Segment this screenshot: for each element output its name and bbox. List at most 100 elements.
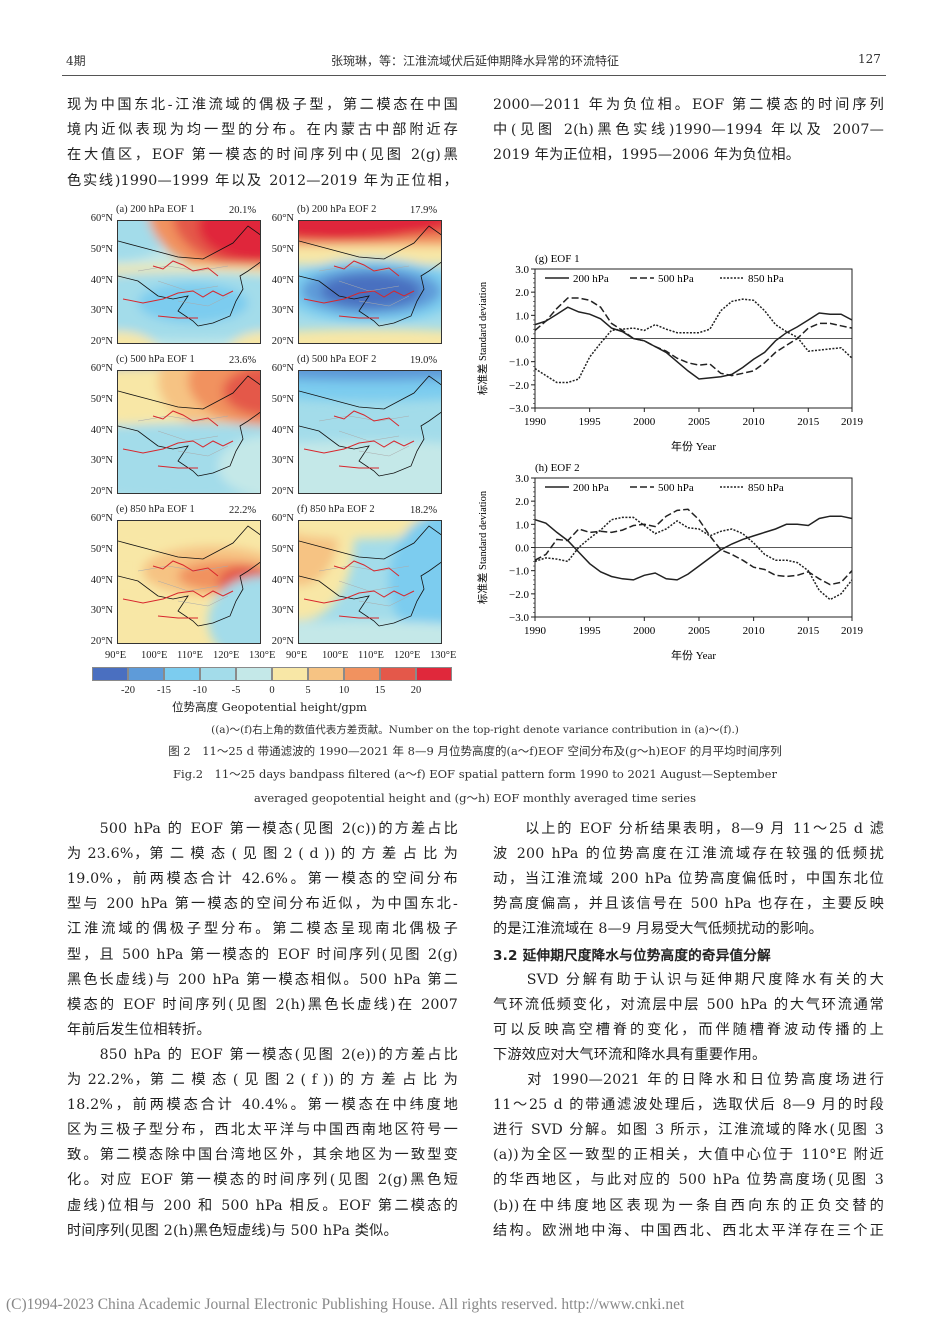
variance-contribution: 23.6%: [229, 355, 257, 366]
y-tick-label: 1.0: [515, 519, 529, 531]
map-panel-title: (a) 200 hPa EOF 1: [116, 204, 195, 215]
text-line: 为 23.6%，第 二 模 态 ( 见 图 2 ( d )) 的 方 差 占 比…: [67, 846, 458, 863]
colorbar-tick-label: 10: [338, 685, 350, 696]
x-tick-label: 1990: [524, 416, 547, 428]
colorbar-swatch: [308, 667, 344, 681]
latitude-label: 60°N: [90, 213, 113, 224]
text-line: 以上的 EOF 分析结果表明，8—9 月 11～25 d 滤: [493, 821, 884, 837]
x-tick-label: 2005: [688, 416, 711, 428]
coastline: [299, 375, 441, 477]
map-contour: [299, 441, 441, 493]
latitude-label: 20°N: [271, 486, 294, 497]
latitude-label: 30°N: [90, 305, 113, 317]
text-line: 型与 200 hPa 第一模态的空间分布近似，为中国东北-: [67, 896, 458, 913]
legend-label: 500 hPa: [658, 273, 694, 285]
text-line: 进行 SVD 分解。如图 3 所示，江淮流域的降水(见图 3: [493, 1122, 884, 1139]
chart-title: (h) EOF 2: [535, 462, 580, 474]
running-title: 张琬琳，等：江淮流域伏后延伸期降水异常的环流特征: [330, 54, 619, 68]
legend-label: 500 hPa: [658, 482, 694, 494]
river: [122, 260, 234, 319]
y-tick-label: −1.0: [509, 566, 529, 578]
y-tick-label: 1.0: [515, 310, 529, 322]
x-tick-label: 2005: [688, 625, 711, 637]
y-tick-label: 2.0: [515, 496, 529, 508]
coastline: [118, 375, 260, 477]
latitude-label: 20°N: [90, 486, 113, 497]
latitude-label: 20°N: [90, 336, 113, 347]
series-line-850-hpa: [534, 298, 853, 384]
latitude-label: 60°N: [271, 513, 294, 524]
y-tick-label: 3.0: [515, 473, 529, 485]
latitude-label: 50°N: [271, 393, 294, 405]
colorbar-tick-label: -15: [157, 685, 171, 696]
colorbar-tick-label: -5: [231, 685, 241, 696]
y-tick-label: 0.0: [515, 543, 529, 555]
map-panel-b: [298, 220, 442, 344]
text-line: 18.2%，前两模态合计 40.4%。第一模态在中纬度地: [67, 1097, 458, 1114]
text-line: 江淮流域的偶极子型分布。第二模态呈现南北偶极子: [67, 921, 458, 938]
x-tick-label: 2015: [797, 625, 820, 637]
text-line: 中(见图 2(h)黑色实线)1990—1994 年以及 2007—: [493, 122, 884, 139]
colorbar-swatch: [128, 667, 164, 681]
text-line: (b))在中纬度地区表现为一条自西向东的正负交替的: [493, 1197, 884, 1214]
x-tick-label: 2019: [841, 416, 864, 428]
text-line: 时间序列(见图 2(h)黑色短虚线)与 500 hPa 类似。: [67, 1222, 398, 1239]
series-line-200-hpa: [534, 515, 853, 581]
longitude-label: 130°E: [249, 650, 276, 661]
latitude-label: 20°N: [271, 636, 294, 647]
y-tick-label: −3.0: [509, 403, 529, 415]
section-heading: 3.2 延伸期尺度降水与位势高度的奇异值分解: [493, 947, 771, 964]
map-contour: [198, 221, 260, 261]
text-line: 势高度偏高，并且该信号在 500 hPa 也存在，主要反映: [493, 896, 884, 913]
colorbar-tick-label: 20: [410, 685, 422, 696]
longitude-label: 110°E: [177, 650, 203, 661]
colorbar-tick-label: 0: [269, 685, 275, 696]
x-tick-label: 2010: [743, 416, 766, 428]
text-line: 2019 年为正位相，1995—2006 年为负位相。: [493, 147, 801, 164]
text-line: 11～25 d 的带通滤波处理后，选取伏后 8—9 月的时段: [493, 1097, 884, 1114]
variance-contribution: 18.2%: [410, 505, 438, 516]
longitude-label: 90°E: [286, 650, 308, 661]
colorbar-swatch: [416, 667, 452, 681]
latitude-label: 50°N: [271, 243, 294, 255]
text-line: 的华西地区，与此对应的 500 hPa 位势高度场(见图 3: [493, 1172, 884, 1189]
map-contour: [299, 245, 441, 265]
latitude-label: 40°N: [90, 274, 113, 286]
longitude-label: 120°E: [213, 650, 240, 661]
latitude-label: 50°N: [90, 393, 113, 405]
figure-caption-cn: 图 2 11～25 d 带通滤波的 1990—2021 年 8—9 月位势高度的…: [168, 744, 782, 758]
text-line: 虚线)位相与 200 和 500 hPa 相反。EOF 第二模态的: [67, 1197, 458, 1214]
colorbar-swatch: [236, 667, 272, 681]
map-panel-title: (b) 200 hPa EOF 2: [297, 204, 377, 215]
map-contour: [299, 621, 441, 643]
map-panel-a: [117, 220, 261, 344]
river: [122, 410, 234, 469]
river: [303, 560, 415, 619]
x-tick-label: 2019: [841, 625, 864, 637]
map-panel-title: (d) 500 hPa EOF 2: [297, 354, 377, 365]
y-tick-label: −2.0: [509, 589, 529, 601]
legend-label: 200 hPa: [573, 482, 609, 494]
latitude-label: 50°N: [271, 543, 294, 555]
text-line: 型，且 500 hPa 第一模态的 EOF 时间序列(见图 2(g): [67, 946, 458, 963]
colorbar-label: 位势高度 Geopotential height/gpm: [172, 700, 367, 714]
coastline: [299, 525, 441, 627]
text-line: 黑色长虚线)与 200 hPa 第一模态相似。500 hPa 第二: [67, 971, 458, 988]
figure-caption-en-1: Fig.2 11～25 days bandpass filtered (a～f)…: [173, 767, 777, 781]
text-line: 的是江淮流域在 8—9 月易受大气低频扰动的影响。: [493, 921, 824, 938]
map-contour: [208, 576, 260, 643]
colorbar-tick-label: -20: [121, 685, 135, 696]
province-borders: [318, 265, 410, 307]
y-tick-label: 2.0: [515, 287, 529, 299]
text-line: 2000—2011 年为负位相。EOF 第二模态的时间序列: [493, 97, 884, 113]
variance-contribution: 20.1%: [229, 205, 257, 216]
x-axis-label: 年份 Year: [671, 439, 716, 453]
y-tick-label: 0.0: [515, 334, 529, 346]
longitude-label: 110°E: [358, 650, 384, 661]
river: [303, 260, 415, 319]
latitude-label: 30°N: [90, 605, 113, 617]
text-line: 500 hPa 的 EOF 第一模态(见图 2(c))的方差占比: [67, 821, 458, 837]
text-line: 下游效应对大气环流和降水具有重要作用。: [493, 1046, 767, 1063]
latitude-label: 30°N: [271, 305, 294, 317]
